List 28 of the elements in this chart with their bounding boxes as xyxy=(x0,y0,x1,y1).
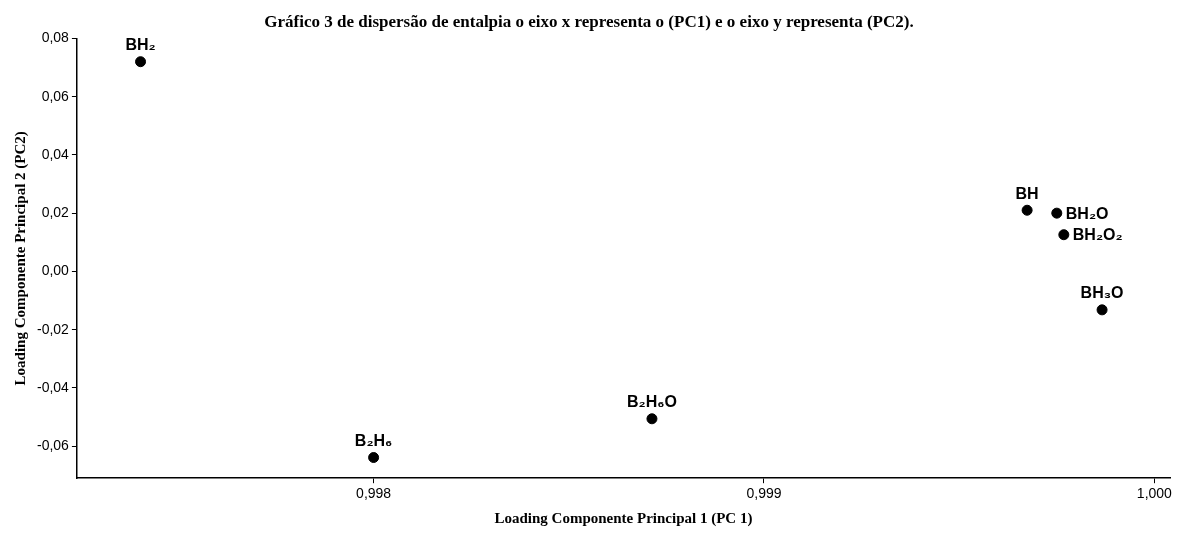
point xyxy=(646,413,658,425)
y-axis-title: Loading Componente Principal 2 (PC2) xyxy=(11,131,29,386)
x-axis-title: Loading Componente Principal 1 (PC 1) xyxy=(494,509,753,527)
point xyxy=(1058,229,1070,241)
point xyxy=(1021,204,1033,216)
y-tick-label: -0,04 xyxy=(36,378,70,395)
annotation: B₂H₆ xyxy=(354,431,393,449)
annotation: BH₂O₂ xyxy=(1072,226,1123,244)
x-tick-label: 0,998 xyxy=(356,485,392,502)
annotation: BH₃O xyxy=(1080,284,1124,302)
x-tick-label: 1,000 xyxy=(1136,485,1173,502)
chart-title: Gráfico 3 de dispersão de entalpia o eixo x representa o (PC1) e o eixo y representa (PC2). xyxy=(264,11,914,31)
y-tick-label: 0,08 xyxy=(41,29,70,46)
point xyxy=(135,56,147,68)
x-tick-label: 0,999 xyxy=(746,485,782,502)
y-tick-label: 0,00 xyxy=(41,262,70,279)
y-tick-label: 0,06 xyxy=(41,87,70,104)
point xyxy=(368,452,380,464)
point xyxy=(1096,304,1108,316)
y-tick-label: 0,04 xyxy=(41,145,70,162)
annotation: BH₂ xyxy=(125,36,156,54)
y-tick-label: -0,02 xyxy=(36,320,70,337)
annotation: BH₂O xyxy=(1065,204,1109,222)
annotation: B₂H₆O xyxy=(626,393,677,411)
y-tick-label: 0,02 xyxy=(41,204,70,221)
y-tick-label: -0,06 xyxy=(36,437,70,454)
annotation: BH xyxy=(1015,184,1039,202)
point xyxy=(1051,207,1063,219)
